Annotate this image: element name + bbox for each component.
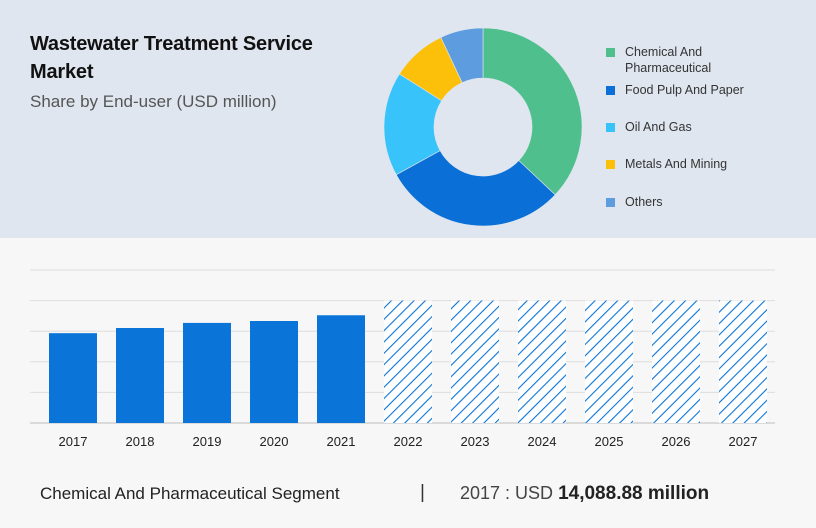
legend-swatch bbox=[606, 160, 615, 169]
legend-swatch bbox=[606, 48, 615, 57]
legend-swatch bbox=[606, 86, 615, 95]
footer-value-amount: 14,088.88 million bbox=[558, 483, 710, 504]
x-tick-label: 2026 bbox=[662, 434, 691, 449]
donut-chart bbox=[383, 27, 583, 227]
legend-label: Oil And Gas bbox=[625, 120, 692, 134]
bar-2027-forecast bbox=[719, 300, 767, 423]
bar-2024-forecast bbox=[518, 300, 566, 423]
legend-item-oil-and-gas: Oil And Gas bbox=[606, 119, 775, 135]
x-tick-label: 2022 bbox=[394, 434, 423, 449]
bar-2023-forecast bbox=[451, 300, 499, 423]
x-tick-label: 2018 bbox=[126, 434, 155, 449]
legend-label: Metals And Mining bbox=[625, 157, 728, 171]
bar-chart: 2017 2018 2019 2020 2021 2022 2023 2024 2025 2026… bbox=[30, 269, 775, 449]
x-tick-label: 2025 bbox=[595, 434, 624, 449]
x-tick-label: 2024 bbox=[528, 434, 557, 449]
bar-2021 bbox=[317, 315, 365, 423]
legend-swatch bbox=[606, 123, 615, 132]
chart-subtitle: Share by End-user (USD million) bbox=[30, 92, 277, 111]
legend-item-food-pulp-and-paper: Food Pulp And Paper bbox=[606, 82, 775, 98]
legend-label: Food Pulp And Paper bbox=[625, 83, 744, 97]
x-tick-label: 2027 bbox=[729, 434, 758, 449]
donut-hole bbox=[434, 78, 532, 176]
x-tick-label: 2021 bbox=[327, 434, 356, 449]
bar-2026-forecast bbox=[652, 300, 700, 423]
bar-2020 bbox=[250, 321, 298, 423]
bar-2019 bbox=[183, 322, 231, 423]
legend-item-metals-and-mining: Metals And Mining bbox=[606, 156, 775, 172]
footer: Chemical And Pharmaceutical Segment | 20… bbox=[0, 474, 816, 514]
bar-2022-forecast bbox=[384, 300, 432, 423]
footer-value-prefix: 2017 : USD bbox=[460, 483, 554, 503]
donut-slice-food-pulp-and-paper bbox=[395, 150, 556, 227]
x-tick-label: 2017 bbox=[59, 434, 88, 449]
legend-label: Chemical And Pharmaceutical bbox=[625, 45, 712, 75]
x-tick-label: 2020 bbox=[260, 434, 289, 449]
legend-label: Others bbox=[625, 195, 663, 209]
footer-segment-label: Chemical And Pharmaceutical Segment bbox=[40, 484, 340, 503]
footer-value: 2017 : USD 14,088.88 million bbox=[460, 483, 709, 505]
legend-item-others: Others bbox=[606, 194, 775, 210]
bar-2017 bbox=[49, 333, 97, 423]
chart-title: Wastewater Treatment Service Market bbox=[30, 33, 313, 83]
bar-2025-forecast bbox=[585, 300, 633, 423]
bar-2018 bbox=[116, 328, 164, 423]
x-tick-label: 2023 bbox=[461, 434, 490, 449]
donut-slice-others bbox=[440, 27, 484, 84]
donut-slice-chemical-and-pharmaceutical bbox=[482, 27, 583, 196]
legend-item-chemical-and-pharmaceutical: Chemical And Pharmaceutical bbox=[606, 44, 775, 76]
footer-divider: | bbox=[420, 482, 425, 503]
x-tick-label: 2019 bbox=[193, 434, 222, 449]
legend-swatch bbox=[606, 198, 615, 207]
